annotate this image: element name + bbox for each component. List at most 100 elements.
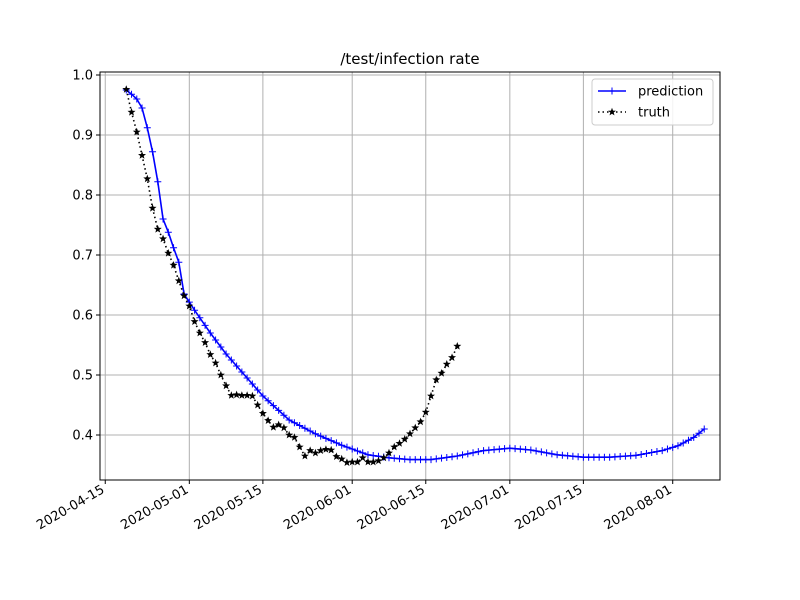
data-point bbox=[164, 249, 173, 257]
data-point bbox=[438, 454, 446, 462]
y-tick-label: 1.0 bbox=[72, 69, 93, 84]
data-point bbox=[537, 448, 545, 456]
data-point bbox=[663, 445, 671, 453]
series-prediction bbox=[122, 86, 708, 464]
data-point bbox=[316, 446, 325, 454]
data-point bbox=[637, 450, 645, 458]
data-point bbox=[154, 178, 162, 186]
data-point bbox=[321, 445, 330, 453]
data-point bbox=[201, 338, 210, 346]
data-point bbox=[190, 317, 199, 325]
data-point bbox=[459, 451, 467, 459]
data-point bbox=[416, 417, 425, 426]
data-point bbox=[127, 108, 136, 116]
data-point bbox=[185, 301, 194, 310]
data-point bbox=[448, 353, 457, 361]
data-point bbox=[306, 446, 315, 454]
data-point bbox=[527, 446, 535, 454]
data-point bbox=[211, 358, 220, 367]
data-point bbox=[264, 416, 273, 424]
data-point bbox=[206, 329, 214, 337]
y-tick-label: 0.7 bbox=[72, 249, 93, 264]
y-axis: 0.4 0.5 0.6 0.7 0.8 0.9 1.0 bbox=[72, 69, 100, 444]
data-point bbox=[374, 456, 383, 465]
data-point bbox=[195, 328, 204, 337]
data-point bbox=[274, 420, 283, 429]
data-point bbox=[684, 436, 692, 444]
data-point bbox=[437, 369, 446, 377]
data-point bbox=[348, 445, 356, 453]
data-point bbox=[674, 442, 682, 450]
data-point bbox=[248, 391, 257, 400]
data-point bbox=[690, 433, 698, 441]
data-point bbox=[474, 448, 482, 456]
data-point bbox=[175, 258, 183, 266]
data-point bbox=[248, 380, 256, 388]
data-point bbox=[280, 411, 288, 419]
series-line bbox=[125, 89, 459, 464]
data-point bbox=[337, 454, 346, 463]
data-point bbox=[216, 370, 225, 379]
data-point bbox=[253, 400, 262, 409]
data-point bbox=[191, 306, 199, 314]
data-point bbox=[285, 430, 294, 439]
data-point bbox=[427, 456, 435, 464]
data-point bbox=[411, 423, 420, 432]
data-point bbox=[453, 342, 462, 350]
y-tick-label: 0.9 bbox=[72, 129, 93, 144]
data-point bbox=[237, 391, 246, 399]
data-point bbox=[342, 458, 351, 466]
data-point bbox=[259, 392, 267, 400]
data-point bbox=[679, 439, 687, 447]
data-point bbox=[442, 360, 451, 368]
data-point bbox=[279, 423, 288, 432]
data-point bbox=[153, 225, 162, 233]
data-point bbox=[695, 429, 703, 437]
data-point bbox=[164, 228, 172, 236]
data-point bbox=[148, 204, 157, 212]
data-point bbox=[169, 261, 178, 269]
data-point bbox=[217, 343, 225, 351]
data-point bbox=[642, 449, 650, 457]
data-point bbox=[343, 443, 351, 451]
legend-item-prediction: prediction bbox=[598, 85, 703, 100]
data-point bbox=[300, 451, 309, 460]
data-point bbox=[269, 423, 278, 431]
data-point bbox=[348, 457, 357, 466]
data-point bbox=[400, 435, 409, 443]
data-point bbox=[128, 90, 136, 98]
data-point bbox=[406, 429, 414, 438]
data-point bbox=[390, 442, 399, 451]
y-tick-label: 0.5 bbox=[72, 369, 93, 384]
series-truth bbox=[122, 85, 462, 466]
grid bbox=[100, 72, 720, 480]
data-point bbox=[543, 449, 551, 457]
data-point bbox=[317, 432, 325, 440]
data-point bbox=[384, 448, 393, 457]
data-point bbox=[700, 425, 708, 433]
data-point bbox=[327, 445, 336, 454]
data-point bbox=[159, 234, 168, 243]
data-point bbox=[258, 409, 267, 417]
data-point bbox=[443, 453, 451, 461]
data-point bbox=[133, 95, 141, 103]
data-point bbox=[453, 452, 461, 460]
data-point bbox=[322, 434, 330, 442]
y-tick-label: 0.6 bbox=[72, 309, 93, 324]
data-point bbox=[201, 321, 209, 329]
data-point bbox=[548, 450, 556, 458]
data-point bbox=[532, 447, 540, 455]
legend: prediction truth bbox=[591, 78, 714, 126]
legend-label: truth bbox=[638, 106, 670, 121]
data-point bbox=[122, 85, 131, 93]
data-point bbox=[222, 350, 230, 358]
data-point bbox=[174, 276, 183, 285]
data-point bbox=[448, 453, 456, 461]
data-point bbox=[421, 408, 430, 416]
chart-title: /test/infection rate bbox=[340, 50, 479, 68]
data-point bbox=[379, 453, 388, 462]
data-point bbox=[648, 449, 656, 457]
data-point bbox=[395, 439, 404, 447]
data-point bbox=[290, 433, 299, 441]
legend-marker bbox=[608, 107, 616, 116]
